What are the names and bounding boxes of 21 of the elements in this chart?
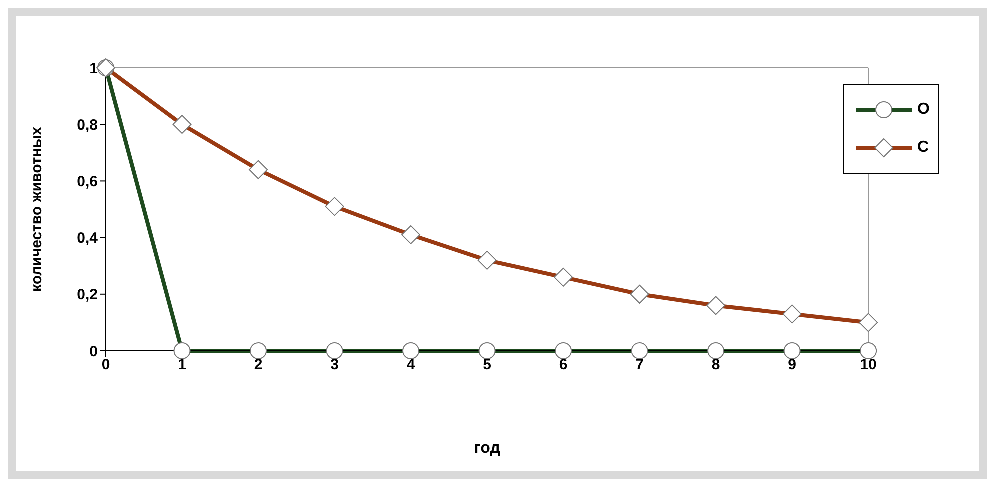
x-tick-label: 9 — [788, 356, 796, 374]
y-tick-label: 0,8 — [77, 116, 98, 134]
x-tick-label: 6 — [559, 356, 568, 374]
legend-label: O — [918, 101, 930, 119]
x-tick-label: 1 — [178, 356, 186, 374]
y-tick-label: 0 — [90, 343, 98, 360]
x-axis-title: год — [474, 440, 500, 457]
x-tick-label: 3 — [330, 356, 339, 374]
y-tick-label: 0,2 — [77, 286, 98, 304]
y-tick-label: 0,6 — [77, 174, 98, 191]
legend-label: C — [918, 139, 930, 157]
y-tick-label: 0,4 — [77, 230, 99, 248]
y-tick-label: 1 — [90, 60, 98, 78]
y-axis-title: количество животных — [28, 126, 46, 292]
x-tick-label: 2 — [254, 356, 263, 374]
x-tick-label: 4 — [406, 356, 416, 374]
x-tick-label: 8 — [712, 356, 720, 374]
x-tick-label: 5 — [483, 356, 492, 374]
x-tick-label: 10 — [860, 356, 877, 374]
x-tick-label: 7 — [636, 356, 644, 374]
x-tick-label: 0 — [102, 356, 110, 374]
